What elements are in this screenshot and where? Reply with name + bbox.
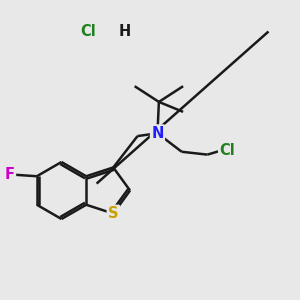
Text: N: N [151, 126, 164, 141]
Text: Cl: Cl [81, 24, 96, 39]
Text: H: H [118, 24, 130, 39]
Text: Cl: Cl [219, 143, 235, 158]
Text: F: F [5, 167, 15, 182]
Text: S: S [108, 206, 119, 221]
